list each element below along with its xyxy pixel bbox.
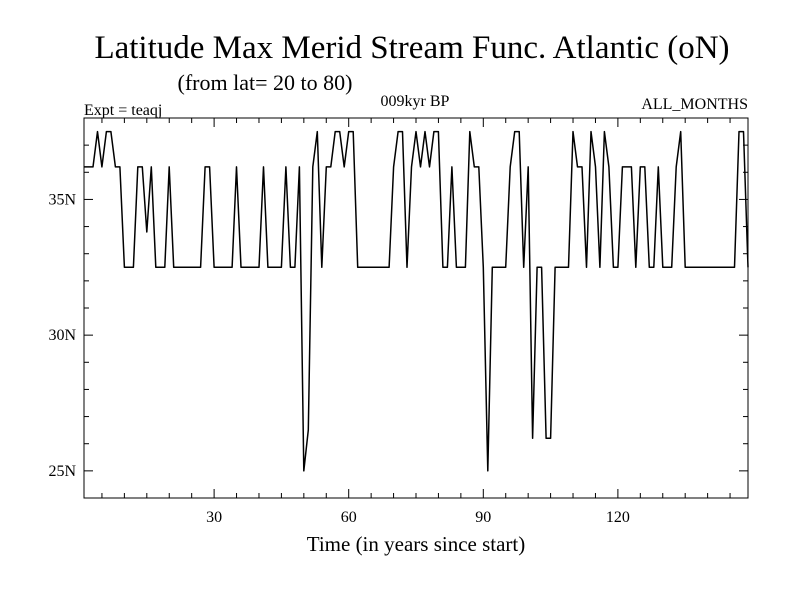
y-tick-label: 35N — [48, 191, 76, 208]
expt-label: Expt = teaqj — [84, 102, 162, 119]
period-label: 009kyr BP — [381, 93, 450, 110]
x-tick-label: 30 — [206, 509, 222, 526]
x-tick-label: 90 — [475, 509, 491, 526]
axis-tick-labels: 30 60 90 120 25N 30N 35N — [48, 191, 629, 526]
chart-title: Latitude Max Merid Stream Func. Atlantic… — [94, 30, 729, 66]
y-tick-label: 30N — [48, 327, 76, 344]
x-axis-label: Time (in years since start) — [307, 532, 526, 556]
x-tick-label: 60 — [341, 509, 357, 526]
y-tick-label: 25N — [48, 463, 76, 480]
plot-frame — [83, 117, 749, 499]
axis-ticks — [84, 117, 748, 499]
x-tick-label: 120 — [606, 509, 630, 526]
series-line — [84, 130, 749, 472]
months-label: ALL_MONTHS — [641, 96, 748, 113]
series-group — [84, 130, 749, 472]
chart-subtitle: (from lat= 20 to 80) — [178, 70, 353, 95]
